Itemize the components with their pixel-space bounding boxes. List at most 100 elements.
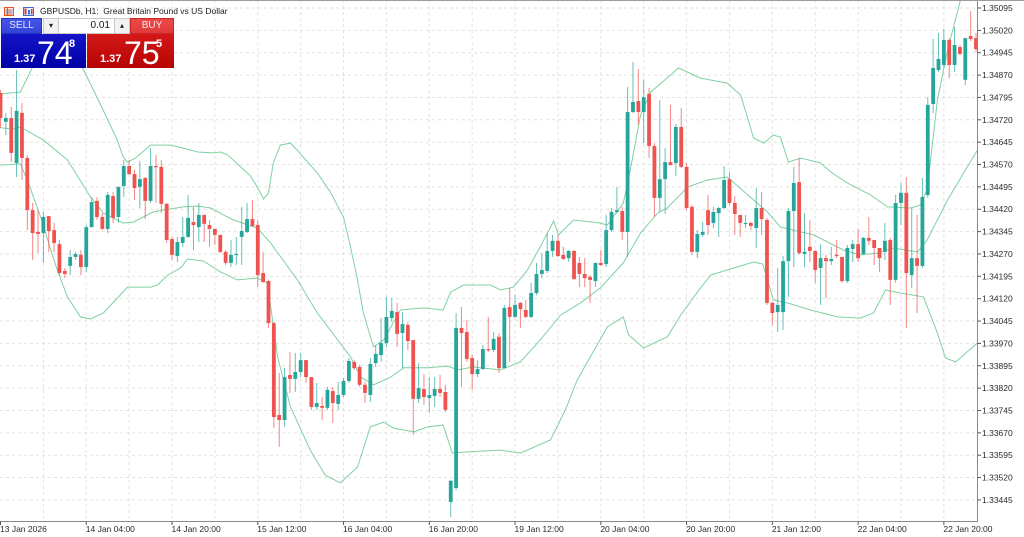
- candle-bearish: [207, 219, 212, 247]
- candle-bearish: [647, 87, 651, 158]
- candle-bullish: [175, 236, 180, 263]
- candle-body: [893, 202, 898, 280]
- lot-size-input[interactable]: 0.01: [59, 18, 114, 34]
- candle-body: [561, 254, 566, 260]
- candle-bullish: [121, 160, 126, 198]
- candle-body: [475, 369, 480, 375]
- candle-body: [325, 389, 330, 408]
- candle-body: [700, 231, 705, 235]
- price-label: 1.35095: [982, 3, 1013, 13]
- sell-button[interactable]: SELL: [1, 18, 42, 34]
- candle-body: [936, 58, 941, 71]
- price-label: 1.33520: [982, 473, 1013, 483]
- price-scale-background[interactable]: [977, 0, 1024, 537]
- candle-body: [588, 276, 592, 280]
- candle-body: [647, 93, 651, 147]
- candle-bearish: [872, 239, 877, 265]
- lot-decrease-button[interactable]: ▾: [43, 18, 59, 34]
- candle-body: [320, 406, 324, 408]
- buy-price-button[interactable]: 1.37 75 5: [87, 34, 174, 69]
- candle-bearish: [255, 219, 260, 288]
- candle-bullish: [234, 236, 239, 265]
- candle-bearish: [620, 206, 625, 240]
- candles: [0, 10, 978, 517]
- candle-bullish: [282, 368, 287, 427]
- candle-body: [759, 208, 764, 220]
- sell-price-button[interactable]: 1.37 74 8: [1, 34, 86, 71]
- candle-bullish: [116, 186, 121, 223]
- price-axis[interactable]: 1.35095 1.35020 1.34945 1.34870 1.34795 1.347…: [977, 0, 1024, 537]
- candle-bearish: [127, 160, 132, 175]
- candle-body: [405, 324, 410, 342]
- candle-body: [464, 332, 469, 359]
- candle-body: [690, 206, 694, 252]
- candle-body: [845, 247, 850, 282]
- candle-body: [716, 208, 721, 214]
- candle-bullish: [550, 234, 555, 257]
- candle-bullish: [454, 312, 458, 491]
- candle-bearish: [36, 210, 40, 254]
- candle-body: [363, 384, 367, 393]
- candle-bullish: [68, 250, 73, 276]
- candle-body: [481, 349, 485, 370]
- candle-bullish: [673, 123, 678, 176]
- candle-bearish: [20, 103, 24, 181]
- candle-body: [550, 240, 555, 251]
- time-label: 20 Jan 04:00: [600, 524, 649, 534]
- candle-bullish: [593, 262, 598, 288]
- candle-body: [952, 44, 957, 65]
- candle-body: [218, 234, 223, 252]
- candle-body: [968, 36, 973, 40]
- time-axis[interactable]: 13 Jan 2026 14 Jan 04:00 14 Jan 20:00 15 Ja…: [0, 521, 993, 537]
- candle-bullish: [743, 214, 748, 229]
- candle-body: [261, 273, 266, 282]
- candle-body: [309, 377, 314, 407]
- chart-title-bar: GBPUSDb, H1: Great Britain Pound vs US D…: [4, 6, 228, 17]
- candle-bullish: [416, 363, 421, 404]
- candle-body: [883, 240, 887, 252]
- sell-price-pips: 74: [37, 35, 73, 71]
- candle-bullish: [180, 216, 185, 247]
- candle-bearish: [679, 107, 684, 169]
- candle-body: [920, 197, 925, 266]
- candle-bullish: [245, 202, 249, 234]
- candle-body: [727, 179, 732, 203]
- candle-bearish: [266, 279, 271, 328]
- candle-bullish: [427, 377, 432, 413]
- candle-body: [818, 258, 823, 268]
- candle-body: [711, 211, 716, 223]
- candle-body: [143, 177, 148, 201]
- time-scale-background[interactable]: [0, 521, 978, 537]
- candle-body: [448, 480, 453, 503]
- candle-body: [116, 186, 121, 217]
- candle-bullish: [566, 250, 571, 263]
- candle-body: [271, 323, 276, 418]
- price-label: 1.33595: [982, 450, 1013, 460]
- candle-bullish: [341, 377, 346, 398]
- candle-bearish: [132, 169, 137, 200]
- candle-body: [121, 166, 126, 186]
- candle-bullish: [899, 183, 903, 226]
- lot-increase-button[interactable]: ▴: [114, 18, 130, 34]
- price-label: 1.34570: [982, 160, 1013, 170]
- candle-body: [915, 258, 919, 266]
- price-label: 1.33445: [982, 495, 1013, 505]
- candle-body: [641, 97, 646, 113]
- candle-bearish: [556, 234, 560, 257]
- candle-bearish: [9, 106, 14, 163]
- candle-bullish: [148, 148, 153, 203]
- candle-body: [904, 192, 909, 274]
- candle-bullish: [432, 377, 437, 407]
- price-label: 1.33895: [982, 361, 1013, 371]
- candle-bullish: [3, 112, 8, 136]
- price-label: 1.34345: [982, 227, 1013, 237]
- candle-bearish: [749, 222, 753, 231]
- candle-bearish: [438, 375, 442, 398]
- buy-button[interactable]: BUY: [130, 18, 174, 34]
- candle-body: [400, 324, 405, 333]
- candle-body: [389, 310, 394, 319]
- time-label: 14 Jan 20:00: [172, 524, 221, 534]
- candle-body: [802, 251, 807, 254]
- candle-bearish: [143, 177, 148, 220]
